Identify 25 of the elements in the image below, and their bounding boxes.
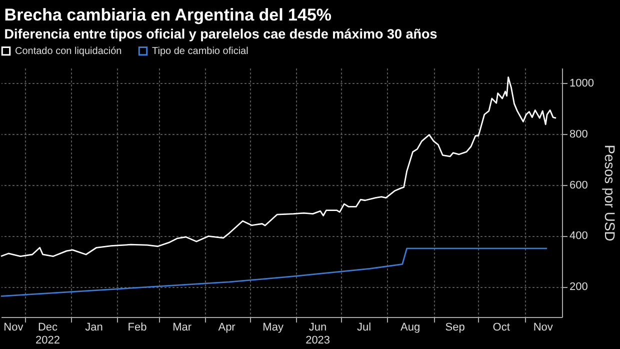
x-tick-label: Jun 2023 [306, 322, 330, 346]
y-tick-label: 800 [570, 128, 588, 141]
x-tick-label: Aug [400, 322, 420, 334]
x-tick-label: Oct [492, 322, 510, 334]
x-tick-label: May [262, 322, 284, 334]
y-tick-label: 1000 [570, 78, 594, 90]
x-tick-label: Jan [85, 322, 103, 334]
x-tick-label: Feb [128, 322, 147, 334]
y-axis-title: Pesos por USD [602, 144, 618, 242]
x-tick-label: Nov [533, 322, 554, 334]
y-tick-label: 600 [570, 179, 588, 192]
legend-label: Tipo de cambio oficial [152, 46, 248, 58]
y-tick-label: 400 [570, 230, 588, 242]
x-tick-label: Jul [357, 322, 372, 334]
y-tick-label: 200 [570, 281, 588, 294]
x-tick-label: Mar [172, 322, 192, 334]
x-tick-label: Apr [218, 322, 236, 334]
chart-subtitle: Diferencia entre tipos oficial y parelelos cae desde máximo 30 años [4, 26, 438, 42]
chart-title: Brecha cambiaria en Argentina del 145% [4, 6, 332, 24]
line-series [0, 76, 557, 257]
legend-label: Contado con liquidación [15, 46, 122, 58]
x-tick-label: Sep [445, 322, 465, 334]
x-tick-label: Nov [4, 322, 24, 334]
x-tick-label: Dec 2022 [36, 322, 60, 346]
line-series [0, 248, 548, 297]
